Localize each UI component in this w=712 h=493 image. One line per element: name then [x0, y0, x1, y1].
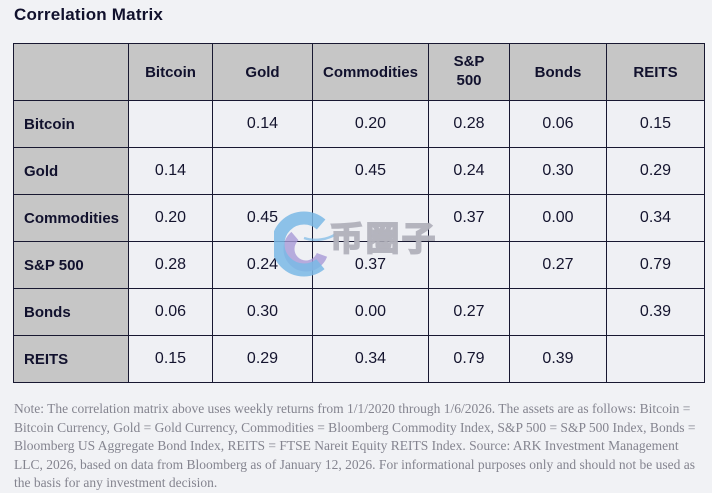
- cell-gold-sp500: 0.24: [428, 147, 510, 195]
- column-header-bonds: Bonds: [509, 43, 607, 101]
- cell-bonds-reits: 0.39: [606, 288, 705, 336]
- row-label-commodities: Commodities: [13, 194, 129, 242]
- cell-sp500-bonds: 0.27: [509, 241, 607, 289]
- cell-bonds-gold: 0.30: [212, 288, 313, 336]
- row-label-bonds: Bonds: [13, 288, 129, 336]
- table-row-bitcoin: Bitcoin 0.14 0.20 0.28 0.06 0.15: [13, 100, 705, 148]
- column-header-gold: Gold: [212, 43, 313, 101]
- cell-gold-bitcoin: 0.14: [128, 147, 213, 195]
- cell-sp500-sp500: [428, 241, 510, 289]
- cell-bitcoin-gold: 0.14: [212, 100, 313, 148]
- correlation-matrix-table: Bitcoin Gold Commodities S&P 500 Bonds R…: [13, 43, 705, 383]
- cell-commodities-reits: 0.34: [606, 194, 705, 242]
- cell-sp500-gold: 0.24: [212, 241, 313, 289]
- footnote: Note: The correlation matrix above uses …: [14, 401, 696, 491]
- column-header-sp500: S&P 500: [428, 43, 510, 101]
- table-row-bonds: Bonds 0.06 0.30 0.00 0.27 0.39: [13, 288, 705, 336]
- column-header-bitcoin: Bitcoin: [128, 43, 213, 101]
- cell-sp500-bitcoin: 0.28: [128, 241, 213, 289]
- cell-gold-gold: [212, 147, 313, 195]
- cell-bitcoin-bitcoin: [128, 100, 213, 148]
- cell-reits-commodities: 0.34: [312, 335, 429, 383]
- cell-bitcoin-bonds: 0.06: [509, 100, 607, 148]
- cell-reits-bonds: 0.39: [509, 335, 607, 383]
- column-header-commodities: Commodities: [312, 43, 429, 101]
- cell-sp500-reits: 0.79: [606, 241, 705, 289]
- page-title: Correlation Matrix: [14, 5, 164, 24]
- table-row-reits: REITS 0.15 0.29 0.34 0.79 0.39: [13, 335, 705, 383]
- cell-commodities-gold: 0.45: [212, 194, 313, 242]
- corner-cell: [13, 43, 129, 101]
- cell-gold-bonds: 0.30: [509, 147, 607, 195]
- cell-gold-commodities: 0.45: [312, 147, 429, 195]
- cell-commodities-commodities: [312, 194, 429, 242]
- cell-gold-reits: 0.29: [606, 147, 705, 195]
- row-label-sp500: S&P 500: [13, 241, 129, 289]
- cell-reits-gold: 0.29: [212, 335, 313, 383]
- header-row: Bitcoin Gold Commodities S&P 500 Bonds R…: [13, 43, 705, 101]
- cell-bitcoin-commodities: 0.20: [312, 100, 429, 148]
- cell-commodities-sp500: 0.37: [428, 194, 510, 242]
- cell-commodities-bitcoin: 0.20: [128, 194, 213, 242]
- table-row-gold: Gold 0.14 0.45 0.24 0.30 0.29: [13, 147, 705, 195]
- cell-sp500-commodities: 0.37: [312, 241, 429, 289]
- cell-reits-sp500: 0.79: [428, 335, 510, 383]
- cell-commodities-bonds: 0.00: [509, 194, 607, 242]
- column-header-reits: REITS: [606, 43, 705, 101]
- cell-bonds-sp500: 0.27: [428, 288, 510, 336]
- row-label-gold: Gold: [13, 147, 129, 195]
- cell-bonds-bitcoin: 0.06: [128, 288, 213, 336]
- cell-bitcoin-sp500: 0.28: [428, 100, 510, 148]
- table-row-commodities: Commodities 0.20 0.45 0.37 0.00 0.34: [13, 194, 705, 242]
- row-label-reits: REITS: [13, 335, 129, 383]
- cell-bonds-bonds: [509, 288, 607, 336]
- cell-bitcoin-reits: 0.15: [606, 100, 705, 148]
- cell-reits-reits: [606, 335, 705, 383]
- cell-reits-bitcoin: 0.15: [128, 335, 213, 383]
- row-label-bitcoin: Bitcoin: [13, 100, 129, 148]
- cell-bonds-commodities: 0.00: [312, 288, 429, 336]
- table-row-sp500: S&P 500 0.28 0.24 0.37 0.27 0.79: [13, 241, 705, 289]
